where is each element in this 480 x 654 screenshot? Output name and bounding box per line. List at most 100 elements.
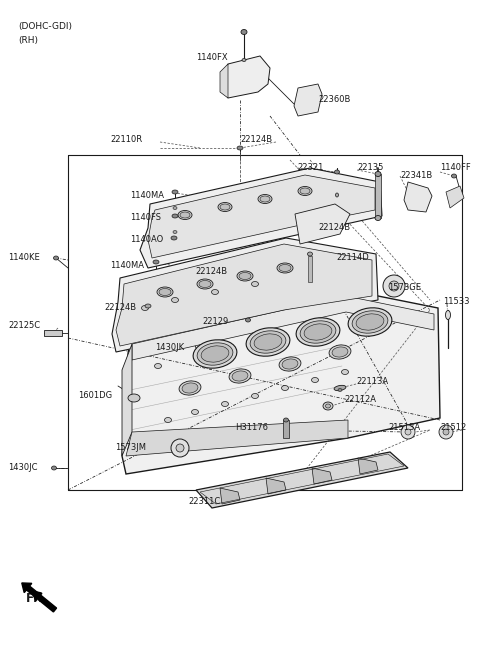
Text: 22124B: 22124B (240, 135, 272, 145)
Ellipse shape (338, 388, 342, 392)
Ellipse shape (279, 357, 301, 371)
Ellipse shape (241, 29, 247, 35)
Text: 22311C: 22311C (188, 498, 220, 506)
Ellipse shape (155, 364, 161, 368)
Ellipse shape (142, 305, 148, 311)
Ellipse shape (220, 204, 230, 210)
Text: 22110R: 22110R (110, 135, 142, 145)
Ellipse shape (334, 385, 346, 390)
Ellipse shape (192, 409, 199, 415)
Text: 22112A: 22112A (344, 396, 376, 405)
Polygon shape (196, 452, 408, 508)
Text: 22125C: 22125C (8, 322, 40, 330)
Bar (375, 174, 381, 218)
Ellipse shape (356, 314, 384, 330)
Ellipse shape (246, 328, 290, 356)
Polygon shape (126, 420, 348, 456)
Ellipse shape (212, 290, 218, 294)
Ellipse shape (178, 211, 192, 220)
Ellipse shape (145, 304, 151, 308)
Text: 22124B: 22124B (104, 303, 136, 313)
Text: (RH): (RH) (18, 36, 38, 45)
Circle shape (383, 275, 405, 297)
Text: 1430JK: 1430JK (155, 343, 184, 353)
Ellipse shape (336, 193, 338, 197)
Ellipse shape (221, 402, 228, 407)
Ellipse shape (300, 188, 310, 194)
Bar (283, 420, 289, 438)
Polygon shape (404, 182, 432, 212)
Ellipse shape (329, 345, 351, 359)
Ellipse shape (296, 318, 340, 346)
Ellipse shape (197, 343, 233, 365)
Polygon shape (122, 290, 440, 474)
Polygon shape (112, 238, 378, 352)
Ellipse shape (312, 377, 319, 383)
Ellipse shape (284, 418, 288, 422)
Polygon shape (220, 64, 228, 98)
Text: 11533: 11533 (443, 298, 469, 307)
Bar (44, 330, 62, 336)
Polygon shape (312, 468, 332, 484)
Text: 22341B: 22341B (400, 171, 432, 181)
Ellipse shape (341, 370, 348, 375)
Polygon shape (222, 56, 270, 98)
Ellipse shape (172, 190, 178, 194)
Ellipse shape (179, 381, 201, 395)
Circle shape (439, 425, 453, 439)
Text: 22124B: 22124B (195, 267, 227, 277)
Text: 1140KE: 1140KE (8, 254, 40, 262)
Polygon shape (294, 84, 322, 116)
Text: 1573JM: 1573JM (115, 443, 146, 453)
Ellipse shape (237, 271, 253, 281)
Ellipse shape (232, 371, 248, 381)
Ellipse shape (229, 369, 251, 383)
Ellipse shape (242, 58, 246, 61)
Text: 22113A: 22113A (356, 377, 388, 387)
Ellipse shape (279, 264, 291, 271)
FancyArrow shape (22, 583, 57, 612)
Ellipse shape (182, 383, 198, 393)
Text: 21513A: 21513A (388, 424, 420, 432)
Text: 1601DG: 1601DG (78, 392, 112, 400)
Ellipse shape (51, 466, 57, 470)
Text: FR.: FR. (26, 591, 48, 604)
Ellipse shape (173, 230, 177, 233)
Text: 1140MA: 1140MA (130, 192, 164, 201)
Polygon shape (220, 488, 240, 504)
Text: 1140FF: 1140FF (440, 164, 471, 173)
Text: 21512: 21512 (440, 424, 466, 432)
Ellipse shape (180, 212, 190, 218)
Text: 1573GE: 1573GE (388, 283, 421, 292)
Circle shape (443, 429, 449, 435)
Ellipse shape (348, 308, 392, 336)
Ellipse shape (197, 279, 213, 289)
Ellipse shape (159, 288, 171, 296)
Ellipse shape (300, 321, 336, 343)
Ellipse shape (250, 331, 286, 353)
Ellipse shape (335, 170, 339, 174)
Text: 1140AO: 1140AO (130, 235, 163, 245)
Ellipse shape (245, 318, 251, 322)
Bar (308, 256, 312, 282)
Text: 22321: 22321 (297, 164, 324, 173)
Ellipse shape (171, 298, 179, 303)
Polygon shape (148, 175, 375, 258)
Ellipse shape (157, 287, 173, 297)
Ellipse shape (165, 417, 171, 422)
Ellipse shape (171, 236, 177, 240)
Ellipse shape (252, 394, 259, 398)
Polygon shape (266, 478, 286, 494)
Text: 22135: 22135 (357, 164, 384, 173)
Text: 1140FS: 1140FS (130, 213, 161, 222)
Circle shape (405, 429, 411, 435)
Ellipse shape (128, 394, 140, 402)
Circle shape (401, 425, 415, 439)
Ellipse shape (281, 385, 288, 390)
Ellipse shape (375, 216, 381, 220)
Text: (DOHC-GDI): (DOHC-GDI) (18, 22, 72, 31)
Ellipse shape (332, 347, 348, 357)
Ellipse shape (375, 171, 381, 177)
Text: 1430JC: 1430JC (8, 464, 37, 472)
Ellipse shape (218, 203, 232, 211)
